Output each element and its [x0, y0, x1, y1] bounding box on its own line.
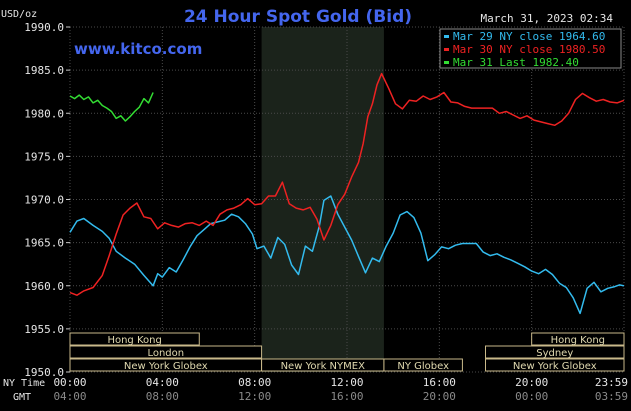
y-tick-label: 1950.0 [24, 366, 64, 379]
source-watermark: www.kitco.com [74, 40, 202, 58]
session-label: Hong Kong [551, 335, 605, 346]
x-tick-label-gmt: 20:00 [423, 390, 456, 403]
x-tick-label-ny: 16:00 [423, 376, 456, 389]
session-bar [485, 345, 625, 359]
session-label: New York Globex [513, 361, 597, 372]
session-label: New York NYMEX [281, 361, 366, 372]
session-label: NY Globex [397, 361, 449, 372]
unit-label: USD/oz [1, 9, 37, 20]
y-tick-label: 1975.0 [24, 150, 64, 163]
series-line [69, 92, 154, 122]
x-tick-label-gmt: 00:00 [515, 390, 548, 403]
x-axis-ticks: 00:0004:0004:0008:0008:0012:0012:0016:00… [53, 376, 628, 403]
x-tick-label-ny: 00:00 [53, 376, 86, 389]
y-tick-label: 1970.0 [24, 194, 64, 207]
x-tick-label-ny: 20:00 [515, 376, 548, 389]
session-block: London [69, 345, 263, 359]
session-block: New York NYMEX [261, 358, 385, 372]
grid-lines [69, 26, 625, 373]
session-label: New York Globex [124, 361, 208, 372]
x-tick-label-gmt: 04:00 [53, 390, 86, 403]
session-block: Sydney [485, 345, 625, 359]
series-line [69, 195, 625, 315]
session-label: Sydney [536, 348, 573, 359]
session-bar [485, 358, 625, 372]
session-bar [69, 332, 200, 346]
legend-box [439, 28, 622, 69]
timestamp: March 31, 2023 02:34 [481, 12, 614, 25]
session-block: New York Globex [69, 358, 263, 372]
x-tick-label-gmt: 12:00 [238, 390, 271, 403]
x-tick-label-ny: 12:00 [330, 376, 363, 389]
session-label: London [147, 348, 184, 359]
market-sessions: Hong Kong London New York Globex New York N… [69, 332, 625, 372]
x-tick-label-gmt: 03:59 [595, 390, 628, 403]
session-bar [531, 332, 625, 346]
y-tick-label: 1985.0 [24, 64, 64, 77]
session-block: Hong Kong [531, 332, 625, 346]
y-tick-label: 1960.0 [24, 280, 64, 293]
chart-title: 24 Hour Spot Gold (Bid) [184, 7, 412, 27]
legend-entry: Mar 29 NY close 1964.60 [453, 30, 605, 43]
session-bar [383, 358, 463, 372]
y-tick-label: 1965.0 [24, 237, 64, 250]
y-tick-label: 1955.0 [24, 323, 64, 336]
x-axis-label-ny: NY Time [3, 378, 45, 389]
x-tick-label-ny: 04:00 [146, 376, 179, 389]
price-series [69, 72, 625, 315]
legend-swatch [444, 48, 449, 51]
session-bar [69, 345, 263, 359]
session-block: New York Globex [485, 358, 625, 372]
legend-swatch [444, 61, 449, 64]
x-axis-label-gmt: GMT [13, 392, 31, 403]
y-tick-label: 1990.0 [24, 21, 64, 34]
y-tick-label: 1980.0 [24, 107, 64, 120]
x-tick-label-ny: 08:00 [238, 376, 271, 389]
y-axis-ticks: 1990.0 1985.0 1980.0 1975.0 1970.0 1965.0 1960… [24, 21, 70, 379]
session-block: Hong Kong [69, 332, 200, 346]
session-block: NY Globex [383, 358, 463, 372]
x-tick-label-ny: 23:59 [595, 376, 628, 389]
legend-swatch [444, 35, 449, 38]
session-label: Hong Kong [107, 335, 161, 346]
legend-entry: Mar 31 Last 1982.40 [453, 56, 579, 69]
x-tick-label-gmt: 08:00 [146, 390, 179, 403]
series-line [69, 72, 625, 296]
legend-entry: Mar 30 NY close 1980.50 [453, 43, 605, 56]
x-tick-label-gmt: 16:00 [330, 390, 363, 403]
